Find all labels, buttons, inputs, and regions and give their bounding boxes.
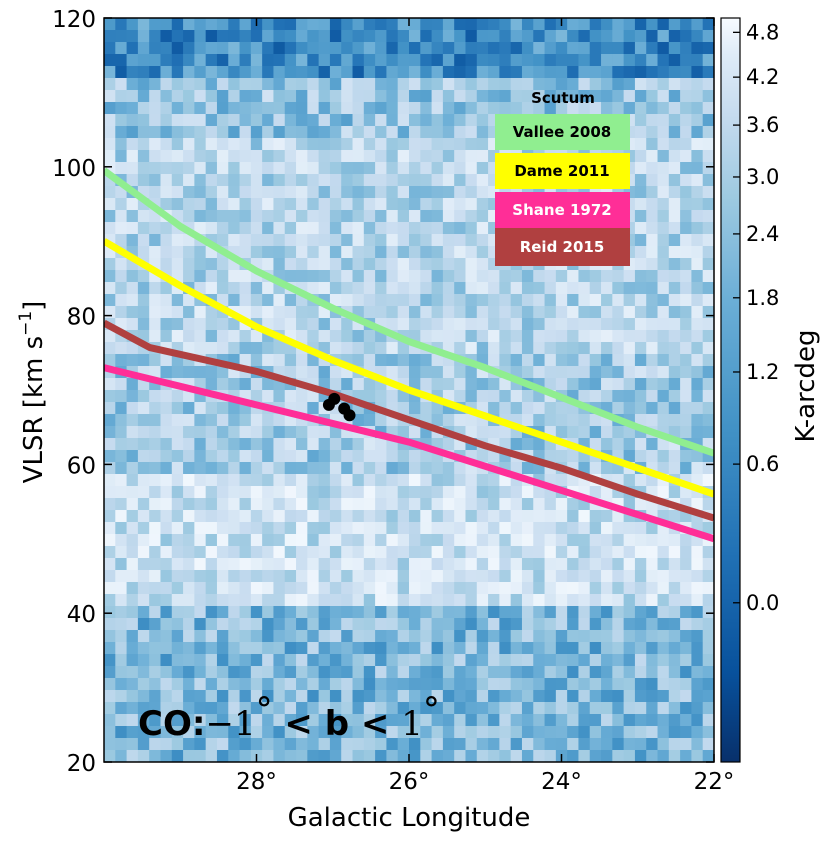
maser-point [328, 392, 341, 405]
colorbar-tick-label: 3.0 [746, 165, 779, 189]
x-axis-title: Galactic Longitude [288, 803, 531, 833]
colorbar [720, 17, 741, 763]
x-tick-label: 26° [389, 769, 430, 795]
legend-entry-dame-2011: Dame 2011 [495, 153, 630, 189]
maser-point [343, 409, 356, 422]
y-axis-title: VLSR [km s−1] [16, 301, 49, 484]
series-line-reid-2015 [104, 319, 714, 522]
colorbar-tick-label: 3.6 [746, 113, 779, 137]
svg-text:Reid 2015: Reid 2015 [520, 238, 605, 256]
y-tick-label: 120 [52, 7, 96, 33]
colorbar-tick-label: 0.0 [746, 591, 779, 615]
y-tick-label: 20 [67, 751, 96, 777]
colorbar-tick-label: 4.8 [746, 20, 779, 44]
series-line-vallee-2008 [104, 167, 714, 457]
legend-entry-reid-2015: Reid 2015 [495, 228, 630, 266]
x-tick-label: 28° [236, 769, 277, 795]
co-latitude-annotation: CO:−1° < b < 1° [138, 690, 440, 744]
series-line-shane-1972 [104, 364, 714, 543]
y-axis-title-unit-exponent: −1 [16, 311, 36, 336]
x-tick-label: 22° [694, 769, 735, 795]
y-tick-label: 60 [67, 453, 96, 479]
svg-text:Vallee 2008: Vallee 2008 [513, 123, 612, 141]
y-tick-label: 100 [52, 156, 96, 182]
legend-title: Scutum [531, 89, 595, 107]
svg-text:Shane 1972: Shane 1972 [512, 201, 611, 219]
colorbar-label: K-arcdeg [791, 329, 821, 442]
y-tick-label: 40 [67, 602, 96, 628]
x-tick-label: 24° [541, 769, 582, 795]
colorbar-tick-label: 4.2 [746, 65, 779, 89]
colorbar-tick-label: 1.8 [746, 286, 779, 310]
y-tick-label: 80 [67, 305, 96, 331]
colorbar-tick-label: 2.4 [746, 222, 779, 246]
legend: Scutum Vallee 2008 Dame 2011 Shane 1972 … [495, 89, 630, 266]
legend-entry-shane-1972: Shane 1972 [495, 192, 630, 228]
colorbar-tick-label: 0.6 [746, 452, 779, 476]
colorbar-tick-label: 1.2 [746, 360, 779, 384]
svg-text:Dame 2011: Dame 2011 [514, 162, 609, 180]
series-line-dame-2011 [104, 238, 714, 498]
legend-entry-vallee-2008: Vallee 2008 [495, 114, 630, 150]
